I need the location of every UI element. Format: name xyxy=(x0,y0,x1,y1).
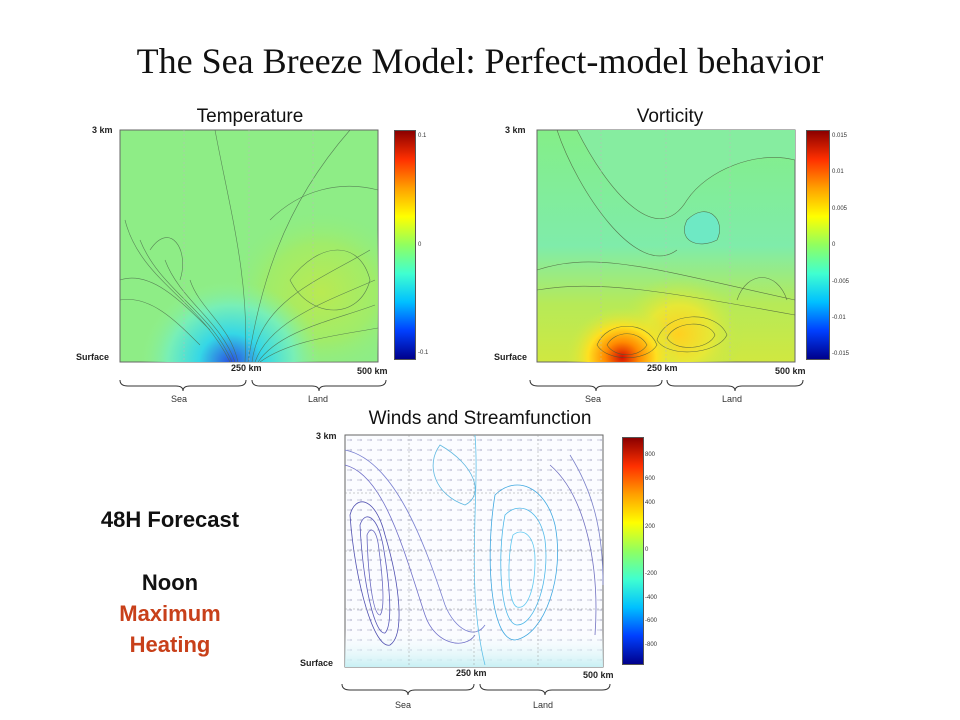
vorticity-title: Vorticity xyxy=(636,106,704,127)
vorticity-bottom-label: Surface xyxy=(494,352,528,362)
temperature-top-label: 3 km xyxy=(92,125,113,135)
winds-colorbar-tick: 200 xyxy=(645,524,656,530)
temperature-land-brace xyxy=(251,379,387,392)
temperature-colorbar xyxy=(394,130,416,360)
winds-colorbar-tick: 800 xyxy=(645,452,656,458)
heating-label-line1: Maximum xyxy=(119,601,221,626)
winds-top-label: 3 km xyxy=(316,431,337,441)
temperature-bottom-label: Surface xyxy=(76,352,110,362)
vorticity-top-label: 3 km xyxy=(505,125,526,135)
temperature-colorbar-tick: 0.1 xyxy=(418,133,427,139)
winds-colorbar xyxy=(622,437,644,665)
vorticity-contour-plot xyxy=(536,129,796,363)
winds-streamfunction-plot xyxy=(344,434,604,668)
temperature-title: Temperature xyxy=(196,106,304,127)
vorticity-end-x-label: 500 km xyxy=(775,366,806,376)
vorticity-colorbar-tick: -0.01 xyxy=(832,315,846,321)
time-label: Noon xyxy=(141,570,199,595)
vorticity-colorbar-tick: 0 xyxy=(832,242,836,248)
heating-label-line2: Heating xyxy=(129,632,211,657)
winds-sea-brace xyxy=(341,683,475,696)
winds-land-label: Land xyxy=(533,700,554,710)
temperature-colorbar-tick: 0 xyxy=(418,242,422,248)
vorticity-land-label: Land xyxy=(722,394,743,404)
winds-colorbar-tick: 0 xyxy=(645,547,649,553)
winds-mid-x-label: 250 km xyxy=(456,668,487,678)
vorticity-colorbar-tick: -0.005 xyxy=(832,279,850,285)
winds-sea-label: Sea xyxy=(395,700,412,710)
winds-colorbar-tick: -400 xyxy=(645,595,658,601)
winds-end-x-label: 500 km xyxy=(583,670,614,680)
vorticity-sea-label: Sea xyxy=(585,394,602,404)
vorticity-land-brace xyxy=(666,379,804,392)
winds-colorbar-tick: -200 xyxy=(645,571,658,577)
temperature-colorbar-tick: -0.1 xyxy=(418,350,429,356)
slide-title: The Sea Breeze Model: Perfect-model beha… xyxy=(136,41,824,81)
winds-land-brace xyxy=(479,683,611,696)
winds-bottom-label: Surface xyxy=(300,658,334,668)
temperature-land-label: Land xyxy=(308,394,329,404)
vorticity-mid-x-label: 250 km xyxy=(647,363,678,373)
temperature-mid-x-label: 250 km xyxy=(231,363,262,373)
forecast-label: 48H Forecast xyxy=(100,507,240,532)
vorticity-sea-brace xyxy=(529,379,663,392)
temperature-end-x-label: 500 km xyxy=(357,366,388,376)
temperature-sea-brace xyxy=(119,379,247,392)
temperature-sea-label: Sea xyxy=(171,394,188,404)
winds-title: Winds and Streamfunction xyxy=(368,408,592,429)
vorticity-colorbar-tick: -0.015 xyxy=(832,351,850,357)
winds-colorbar-tick: -600 xyxy=(645,618,658,624)
vorticity-colorbar xyxy=(806,130,830,360)
vorticity-colorbar-tick: 0.01 xyxy=(832,169,844,175)
winds-colorbar-tick: 600 xyxy=(645,476,656,482)
vorticity-colorbar-tick: 0.015 xyxy=(832,133,848,139)
vorticity-colorbar-tick: 0.005 xyxy=(832,206,848,212)
temperature-contour-plot xyxy=(119,129,379,363)
winds-colorbar-tick: 400 xyxy=(645,500,656,506)
winds-colorbar-tick: -800 xyxy=(645,642,658,648)
